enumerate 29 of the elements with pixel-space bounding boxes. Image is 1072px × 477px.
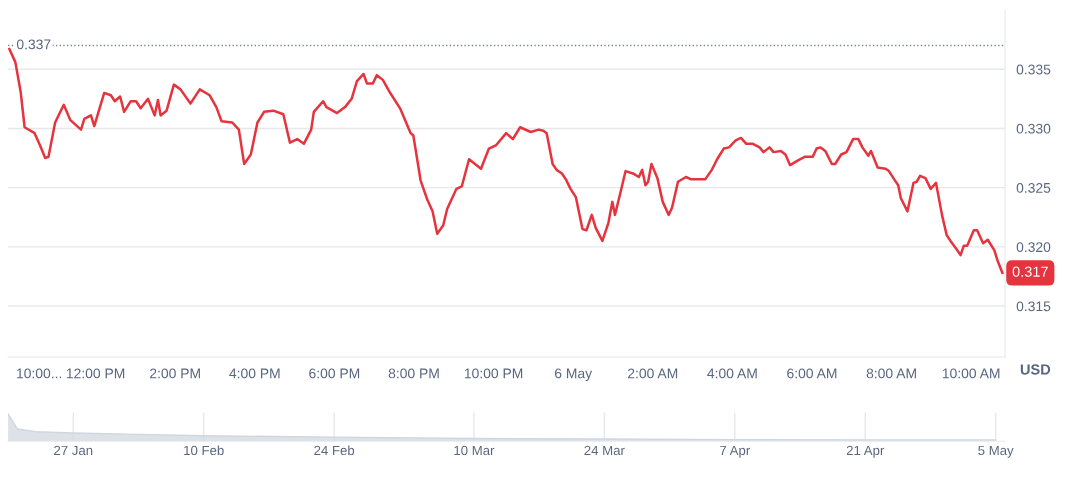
x-tick-label: 27 Jan: [54, 445, 93, 456]
x-tick-label: 6 May: [554, 368, 593, 382]
x-tick-label: 10:00...: [17, 368, 62, 379]
x-tick-label: 8:00 PM: [388, 368, 439, 379]
x-tick-label: 6:00 PM: [309, 368, 360, 379]
x-tick-label: 10:00 AM: [942, 368, 1000, 379]
y-axis-title: USD: [1020, 364, 1051, 375]
x-tick-label: 10 Mar: [454, 445, 495, 456]
x-tick-label: 12:00 PM: [66, 368, 125, 379]
ref-line-label: 0.337: [16, 39, 51, 50]
annotation: 0.317: [1012, 266, 1048, 277]
x-tick-label: 2:00 PM: [150, 368, 200, 379]
x-tick-label: 24 Mar: [584, 445, 625, 456]
x-tick-label: 24 Feb: [314, 445, 355, 456]
x-tick-label: 10 Feb: [184, 445, 224, 456]
y-tick-label: 0.335: [1016, 64, 1051, 75]
x-tick-label: 8:00 AM: [866, 368, 916, 379]
x-tick-label: 2:00 AM: [628, 368, 678, 379]
x-tick-label: 21 Apr: [846, 445, 885, 458]
y-tick-label: 0.325: [1016, 182, 1051, 193]
x-tick-label: 6:00 AM: [787, 368, 837, 379]
y-tick-label: 0.315: [1016, 301, 1051, 312]
x-tick-label: 10:00 PM: [464, 368, 523, 379]
y-tick-label: 0.320: [1016, 242, 1051, 253]
x-tick-label: 7 Apr: [720, 445, 750, 458]
y-tick-label: 0.330: [1016, 123, 1051, 134]
x-tick-label: 4:00 AM: [707, 368, 757, 379]
x-tick-label: 5 May: [978, 445, 1014, 458]
x-tick-label: 4:00 PM: [229, 368, 280, 379]
